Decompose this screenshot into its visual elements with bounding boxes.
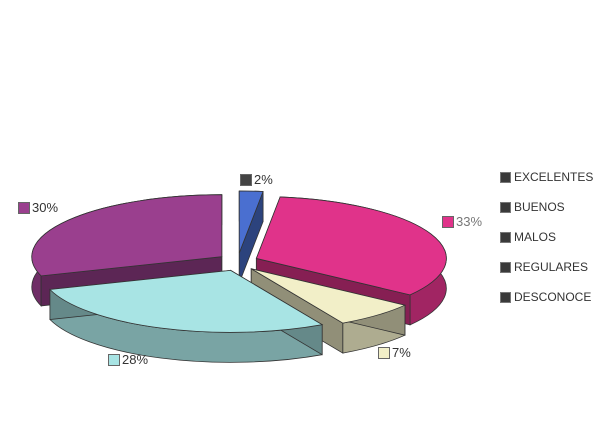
legend: EXCELENTES BUENOS MALOS REGULARES DESCON… [500,170,593,320]
label-swatch [442,215,454,228]
data-label-28: 28% [108,352,148,367]
legend-swatch [500,291,511,303]
data-label-2-text: 2% [254,172,273,187]
pie-slice-28pct [49,269,324,363]
pie-slice-2pct [238,190,264,284]
legend-swatch [500,171,511,183]
legend-item-desconoce: DESCONOCE [500,290,593,304]
legend-label: BUENOS [514,200,565,214]
pie-slice-top [238,190,264,254]
legend-item-excelentes: EXCELENTES [500,170,593,184]
legend-swatch [500,261,511,273]
legend-label: MALOS [514,230,557,244]
data-label-30: 30% [18,200,58,215]
label-swatch [108,353,120,366]
legend-label: DESCONOCE [514,290,592,304]
data-label-28-text: 28% [122,352,149,367]
label-swatch [378,346,390,359]
pie-slice-top [251,268,407,324]
pie-slice-top [31,194,223,277]
legend-swatch [500,231,511,243]
data-label-7: 7% [378,345,411,360]
legend-label: REGULARES [514,260,589,274]
legend-item-regulares: REGULARES [500,260,593,274]
legend-item-malos: MALOS [500,230,593,244]
data-label-33: 33% [442,214,482,229]
pie-slice-top [49,269,324,333]
label-swatch [18,201,30,214]
data-label-7-text: 7% [392,345,411,360]
data-label-2: 2% [240,172,273,187]
pie-slice-top [255,196,447,296]
legend-swatch [500,201,511,213]
data-label-30-text: 30% [32,200,59,215]
legend-label: EXCELENTES [514,170,594,184]
data-label-33-text: 33% [456,214,483,229]
legend-item-buenos: BUENOS [500,200,593,214]
label-swatch [240,173,252,186]
